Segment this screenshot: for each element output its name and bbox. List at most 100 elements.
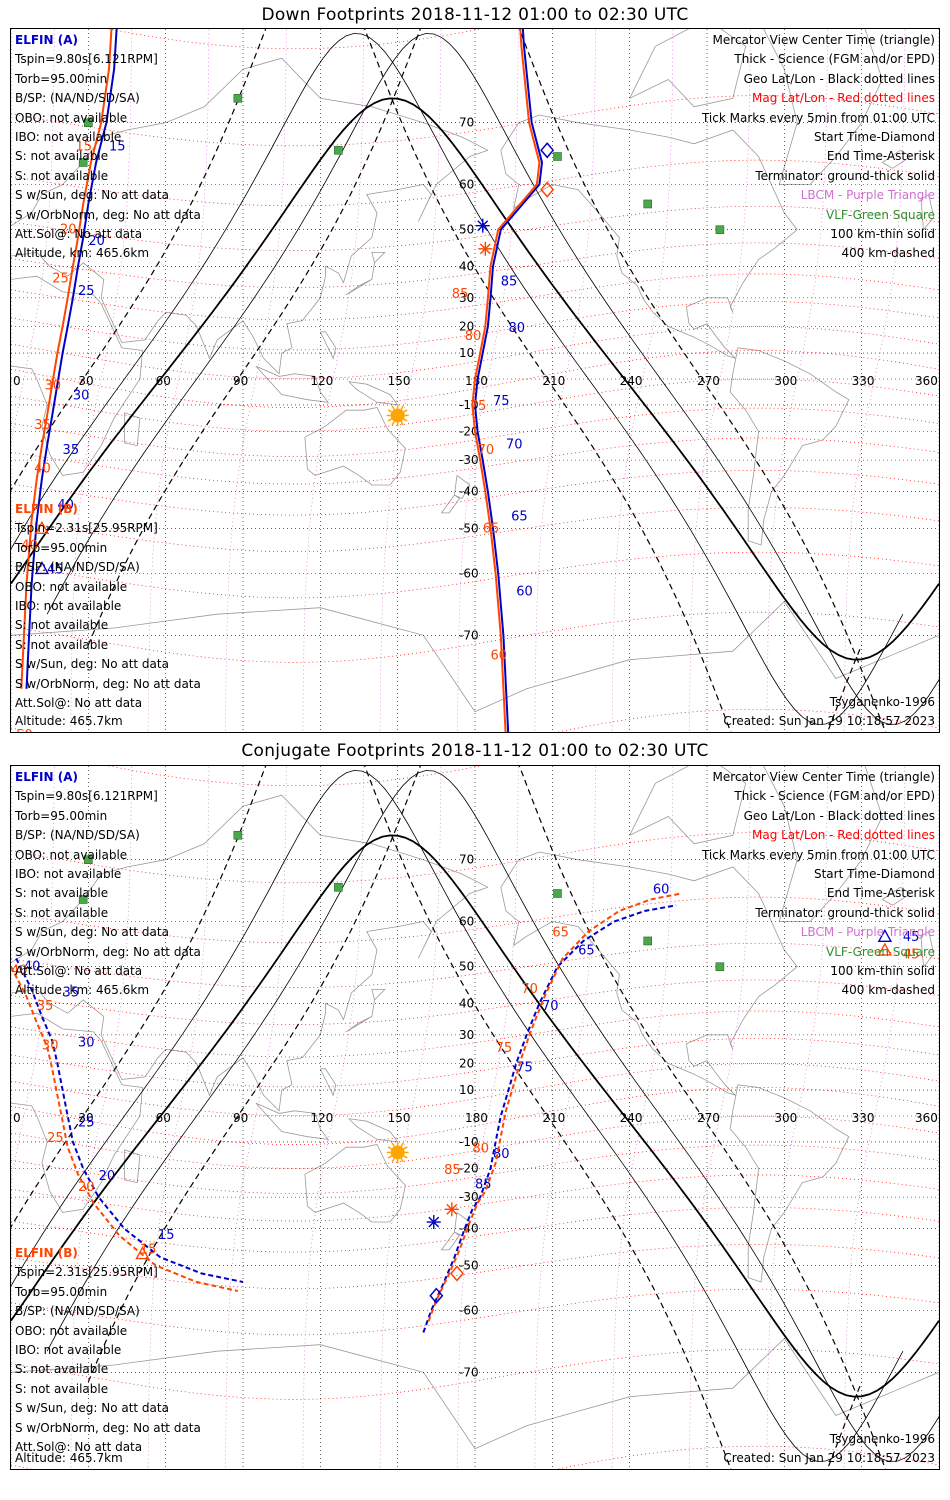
mag-parallel: [11, 437, 939, 485]
legend-line: Mercator View Center Time (triangle): [712, 33, 935, 47]
mag-parallel: [11, 273, 939, 321]
elfin-a-line: Att.Sol@: No att data: [15, 963, 143, 978]
track-tick-label: 15: [140, 1243, 157, 1258]
track-tick-label: 70: [478, 443, 495, 458]
elfin-a-line: IBO: not available: [15, 129, 122, 144]
coastline: [11, 149, 489, 375]
mag-parallel: [11, 1174, 939, 1222]
coastline: [124, 1149, 141, 1184]
legend-line: Start Time-Diamond: [813, 866, 935, 881]
elfin-a-line: S w/Sun, deg: No att data: [15, 188, 169, 203]
lat-tick-label: 40: [459, 259, 474, 273]
elfin-a-line: S: not available: [15, 905, 109, 920]
orbit-track: [20, 29, 113, 689]
vlf-station-square: [334, 145, 343, 155]
lon-tick-label: 180: [465, 1111, 488, 1125]
mag-meridian: [147, 766, 210, 1469]
mag-parallel: [11, 407, 939, 457]
legend-line: Mercator View Center Time (triangle): [712, 770, 935, 784]
coastline: [763, 29, 883, 185]
mag-meridian: [379, 29, 442, 732]
track-tick-label: 40: [57, 498, 74, 513]
track-tick-label: 75: [496, 1041, 513, 1056]
end-time-asterisk: [477, 220, 489, 232]
track-tick-label: 25: [78, 284, 95, 299]
mag-meridian: [457, 766, 519, 1469]
start-time-diamond: [449, 1265, 464, 1282]
elfin-b-line: B/SP: (NA/ND/SD/SA): [15, 560, 140, 575]
track-tick-label: 40: [11, 964, 28, 979]
down-footprints-map: 0 30 60 90 120 150 180 210 240 270 300 330 360 70 60 50…: [10, 28, 940, 733]
mag-meridian: [611, 766, 674, 1469]
sun-ray: [400, 1158, 404, 1163]
terminator-400km: [11, 766, 863, 1469]
mag-meridian: [766, 766, 828, 1469]
coastline: [882, 149, 912, 169]
elfin-a-line: S w/OrbNorm, deg: No att data: [15, 207, 201, 222]
end-time-asterisk: [428, 1216, 440, 1228]
elfin-b-line: OBO: not available: [15, 1323, 128, 1338]
track-tick-label: 20: [60, 223, 77, 238]
mag-parallel: [11, 896, 939, 944]
elfin-a-line: Torb=95.00min: [15, 808, 108, 823]
coastline: [763, 766, 883, 922]
lat-tick-label: 20: [459, 319, 474, 333]
coastline: [345, 252, 386, 296]
sun-ray: [403, 1146, 408, 1150]
track-tick-label: 85: [475, 1177, 492, 1192]
lon-tick-label: 240: [620, 1111, 643, 1125]
orbit-track: [473, 29, 544, 732]
map-canvas: 0 30 60 90 120 150 180 210 240 270 300 330 360 70 60 50…: [11, 766, 939, 1469]
altitude-readout: Altitude: 465.7km: [15, 1451, 123, 1465]
elfin-b-line: S: not available: [15, 1362, 109, 1377]
track-tick-label: 70: [542, 999, 559, 1014]
track-tick-label: 30: [78, 1036, 95, 1051]
lat-tick-label: 50: [459, 960, 474, 974]
orbit-track: [15, 958, 244, 1283]
sun-ray: [387, 409, 392, 413]
coastline: [304, 407, 406, 486]
track-tick-label: 45: [903, 948, 920, 963]
track-tick-label: 65: [511, 509, 528, 524]
elfin-b-info: ELFIN (B) Tspin=2.31s[25.95RPM] Torb=95.…: [15, 500, 201, 713]
sun-ray: [403, 409, 408, 413]
track-tick-label: 20: [88, 234, 105, 249]
legend-line: Thick - Science (FGM and/or EPD): [734, 52, 935, 67]
legend-line: LBCM - Purple Triangle: [800, 925, 935, 940]
sun-ray: [387, 418, 392, 422]
coastline: [255, 1102, 329, 1140]
mag-parallel: [11, 95, 939, 147]
sun-ray: [403, 418, 408, 422]
lon-tick-label: 210: [542, 374, 565, 388]
mag-meridian: [843, 766, 906, 1469]
lon-tick-label: 270: [697, 374, 720, 388]
lat-tick-label: 30: [459, 1028, 474, 1042]
legend-line: 100 km-thin solid: [830, 963, 935, 978]
coastline: [11, 886, 489, 1112]
center-time-triangle: [877, 928, 893, 943]
lat-tick-label: -50: [459, 521, 479, 535]
coastline: [319, 1068, 337, 1097]
orbit-track: [422, 904, 677, 1333]
legend-line: Tick Marks every 5min from 01:00 UTC: [701, 110, 935, 125]
sun-ray: [391, 421, 395, 426]
vlf-station-square: [643, 936, 653, 946]
vlf-station-square: [715, 225, 725, 235]
track-tick-label: 75: [516, 1061, 533, 1076]
elfin-a-line: OBO: not available: [15, 847, 128, 862]
lat-tick-label: 70: [459, 853, 474, 867]
center-time-triangle: [877, 942, 893, 956]
legend-line: Terminator: ground-thick solid: [755, 905, 935, 920]
elfin-b-line: S: not available: [15, 618, 109, 633]
elfin-b-line: Tspin=2.31s[25.95RPM]: [15, 521, 158, 536]
mag-parallel: [107, 766, 482, 787]
lon-tick-label: 0: [13, 1111, 21, 1125]
lat-tick-label: -70: [459, 628, 479, 642]
vlf-station-square: [553, 152, 562, 161]
mag-parallel: [11, 301, 939, 351]
elfin-b-line: S w/OrbNorm, deg: No att data: [15, 676, 201, 691]
track-tick-label: 30: [45, 378, 62, 393]
track-tick-label: 70: [506, 437, 523, 452]
coastline: [11, 1337, 939, 1450]
terminator-100km: [46, 770, 939, 1462]
